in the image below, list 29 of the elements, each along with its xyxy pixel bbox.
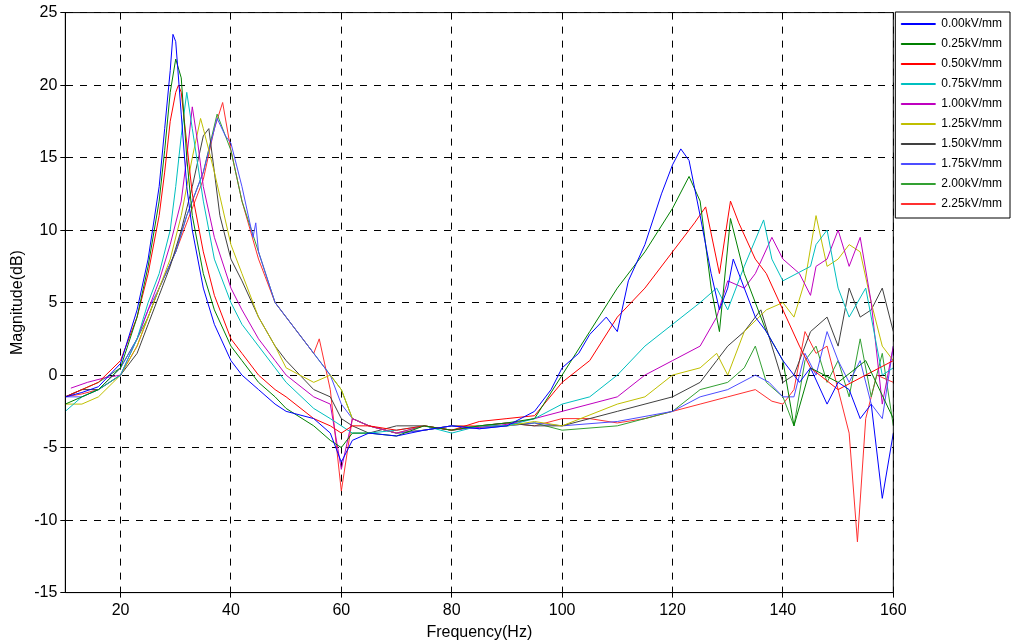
y-tick-label: -15 — [34, 583, 58, 601]
legend-label: 0.25kV/mm — [941, 36, 1002, 51]
y-tick-label: -5 — [43, 438, 58, 456]
x-tick-label: 80 — [442, 600, 461, 618]
legend-label: 1.75kV/mm — [941, 156, 1002, 171]
x-tick-label: 140 — [769, 600, 797, 618]
x-tick-label: 120 — [659, 600, 686, 618]
y-tick-label: 25 — [39, 3, 58, 21]
x-tick-label: 40 — [222, 600, 240, 618]
y-tick-label: 15 — [39, 148, 58, 166]
y-tick-label: 0 — [48, 365, 58, 383]
legend-label: 0.00kV/mm — [941, 16, 1002, 31]
y-tick-label: -10 — [34, 510, 58, 528]
x-tick-label: 20 — [111, 600, 130, 618]
y-tick-label: 5 — [48, 293, 58, 311]
y-tick-label: 10 — [39, 220, 58, 238]
x-tick-label: 160 — [879, 600, 907, 618]
legend-label: 1.50kV/mm — [941, 136, 1002, 151]
x-tick-label: 100 — [548, 600, 576, 618]
y-axis-title: Magnitude(dB) — [8, 250, 26, 356]
legend-label: 2.25kV/mm — [941, 196, 1002, 211]
legend-label: 1.25kV/mm — [941, 116, 1002, 131]
x-tick-label: 60 — [332, 600, 351, 618]
legend-label: 2.00kV/mm — [941, 176, 1002, 191]
y-tick-label: 20 — [39, 75, 58, 93]
legend-label: 0.75kV/mm — [941, 76, 1002, 91]
legend-label: 1.00kV/mm — [941, 96, 1002, 111]
x-axis-title: Frequency(Hz) — [426, 622, 533, 640]
legend-label: 0.50kV/mm — [941, 56, 1002, 71]
